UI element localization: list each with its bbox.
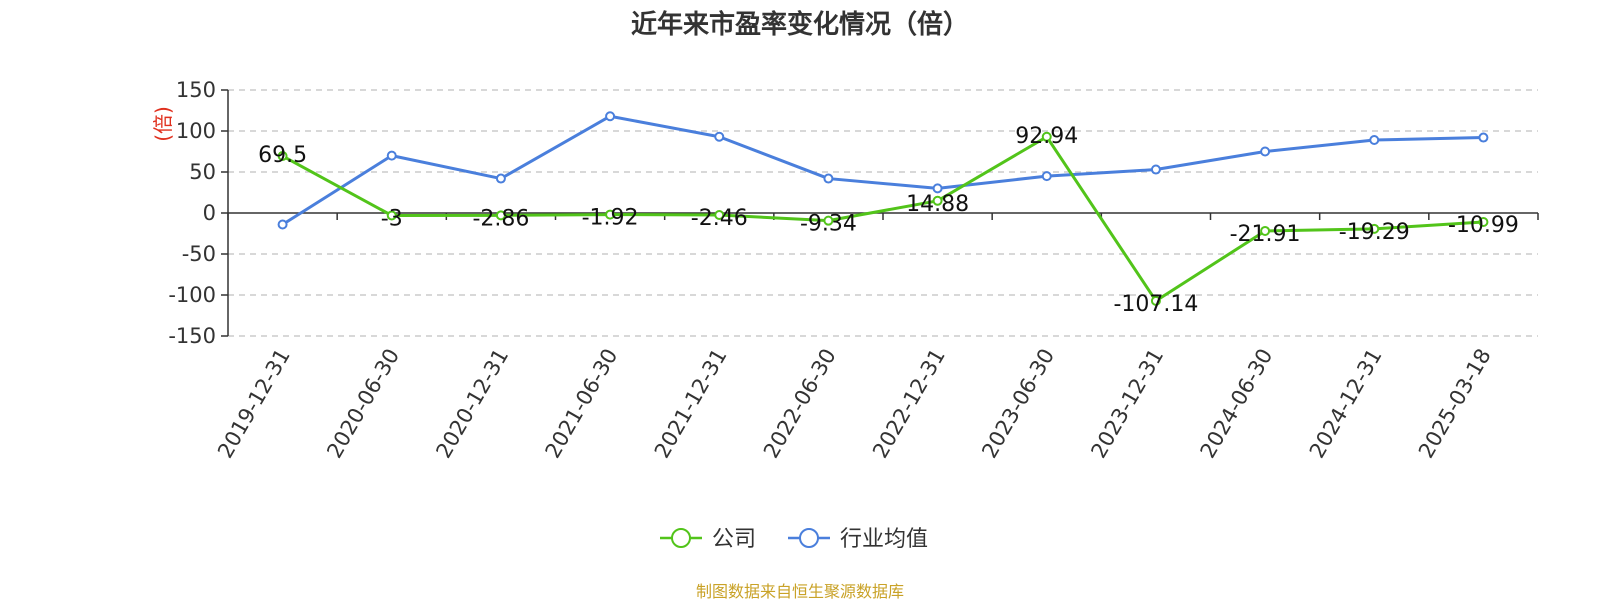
data-label: 14.88: [906, 192, 969, 217]
data-point: [932, 183, 943, 194]
y-tick-label: 50: [189, 160, 216, 184]
data-label: 69.5: [258, 143, 307, 168]
data-point: [386, 210, 397, 221]
data-point: [386, 150, 397, 161]
legend-label: 公司: [712, 527, 756, 552]
y-tick-label: 150: [176, 78, 216, 102]
data-point: [1260, 146, 1271, 157]
data-point: [1041, 171, 1052, 182]
data-label: 92.94: [1015, 124, 1078, 149]
y-tick-label: -50: [182, 242, 216, 266]
data-point: [1478, 132, 1489, 143]
data-point: [823, 215, 834, 226]
chart-title: 近年来市盈率变化情况（倍）: [630, 10, 969, 40]
data-point: [823, 173, 834, 184]
x-tick-label: 2022-12-31: [868, 344, 950, 462]
data-label: -9.34: [800, 212, 857, 237]
data-label: -10.99: [1448, 213, 1519, 238]
data-point: [277, 151, 288, 162]
x-tick-label: 2025-03-18: [1414, 345, 1496, 463]
x-tick-label: 2023-06-30: [977, 345, 1059, 463]
legend: 公司 行业均值: [660, 527, 928, 552]
data-label: -2.46: [691, 206, 748, 231]
x-tick-label: 2024-06-30: [1196, 345, 1278, 463]
grid-lines: [228, 89, 1538, 337]
x-tick-label: 2021-06-30: [541, 345, 623, 463]
y-tick-labels: 150 100 50 0 -50 -100 -150: [168, 78, 216, 348]
data-point: [495, 173, 506, 184]
legend-marker: [799, 528, 819, 548]
data-point: [495, 210, 506, 221]
data-point: [1150, 295, 1161, 306]
x-tick-label: 2021-12-31: [650, 345, 732, 463]
source-note: 制图数据来自恒生聚源数据库: [695, 582, 904, 601]
legend-marker: [671, 528, 691, 548]
data-point: [605, 209, 616, 220]
data-point: [1041, 131, 1052, 142]
data-point: [1260, 225, 1271, 236]
data-point: [1369, 223, 1380, 234]
series-lines: [281, 114, 1484, 303]
data-point: [1150, 164, 1161, 175]
data-point: [932, 195, 943, 206]
x-tick-labels: 2019-12-31 2020-06-30 2020-12-31 2021-06-30…: [213, 344, 1496, 462]
data-point: [714, 210, 725, 221]
y-tick-label: 100: [176, 119, 216, 143]
data-labels: 69.5 -3 -2.86 -1.92 -2.46 -9.34 14.88 92.94 -107…: [258, 124, 1519, 317]
data-point: [714, 131, 725, 142]
x-tick-label: 2024-12-31: [1305, 345, 1387, 463]
data-label: -21.91: [1230, 222, 1301, 247]
data-point: [1369, 135, 1380, 146]
series-line-industry-avg: [281, 114, 1484, 226]
y-tick-label: -100: [168, 283, 216, 307]
legend-label: 行业均值: [840, 527, 928, 552]
x-tick-label: 2019-12-31: [213, 345, 295, 463]
series-points: [277, 111, 1489, 306]
series-line-company: [281, 135, 1484, 303]
x-tick-label: 2020-12-31: [431, 344, 513, 462]
data-label: -1.92: [582, 206, 639, 231]
legend-item-industry-avg: 行业均值: [788, 527, 928, 552]
data-point: [605, 111, 616, 122]
x-tick-label: 2022-06-30: [759, 345, 841, 463]
data-label: -3: [381, 206, 403, 231]
data-label: -19.29: [1339, 220, 1410, 245]
data-label: -2.86: [472, 206, 529, 231]
y-axis-label: (倍): [151, 106, 175, 142]
x-tick-label: 2023-12-31: [1086, 345, 1168, 463]
y-tick-label: -150: [168, 324, 216, 348]
axes: [221, 89, 1539, 337]
data-label: -107.14: [1113, 292, 1198, 317]
data-point: [277, 219, 288, 230]
y-tick-label: 0: [203, 201, 216, 225]
legend-item-company: 公司: [660, 527, 756, 552]
data-point: [1478, 217, 1489, 228]
x-tick-label: 2020-06-30: [322, 345, 404, 463]
